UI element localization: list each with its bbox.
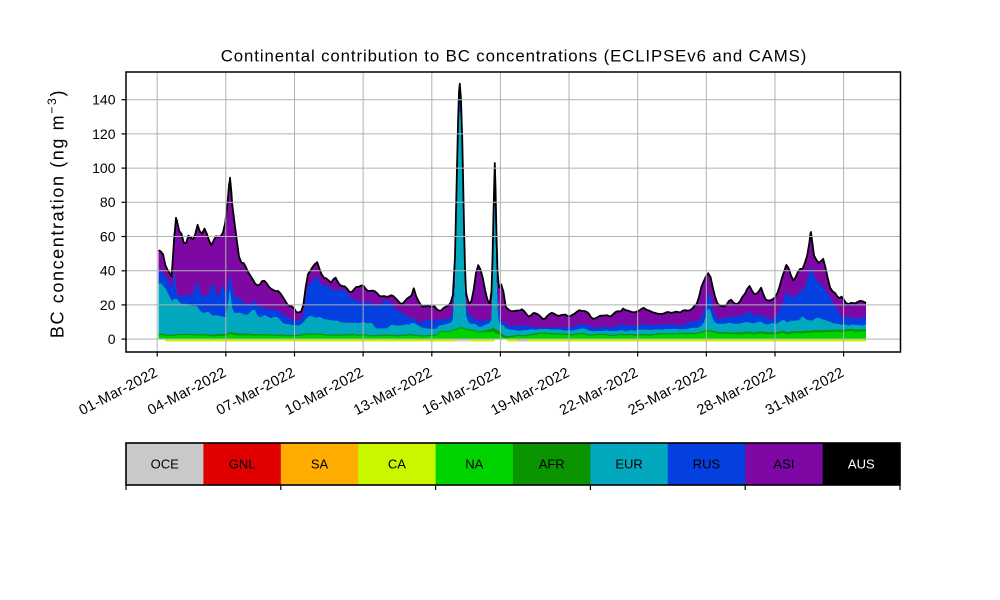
- svg-text:CA: CA: [388, 457, 406, 472]
- svg-text:AUS: AUS: [848, 457, 875, 472]
- svg-text:0: 0: [108, 331, 116, 347]
- svg-text:60: 60: [100, 228, 116, 244]
- svg-text:Continental contribution to BC: Continental contribution to BC concentra…: [221, 47, 807, 66]
- svg-text:BC concentration (ng m−3): BC concentration (ng m−3): [45, 89, 68, 338]
- svg-text:20: 20: [100, 297, 116, 313]
- svg-text:GNL: GNL: [229, 457, 256, 472]
- svg-text:NA: NA: [465, 457, 483, 472]
- svg-text:RUS: RUS: [693, 457, 721, 472]
- svg-text:100: 100: [92, 160, 116, 176]
- svg-text:120: 120: [92, 126, 116, 142]
- svg-text:EUR: EUR: [615, 457, 642, 472]
- svg-text:80: 80: [100, 194, 116, 210]
- svg-text:ASI: ASI: [773, 457, 794, 472]
- svg-text:40: 40: [100, 263, 116, 279]
- svg-text:OCE: OCE: [151, 457, 180, 472]
- svg-text:SA: SA: [311, 457, 329, 472]
- svg-text:140: 140: [92, 92, 116, 108]
- svg-text:AFR: AFR: [539, 457, 565, 472]
